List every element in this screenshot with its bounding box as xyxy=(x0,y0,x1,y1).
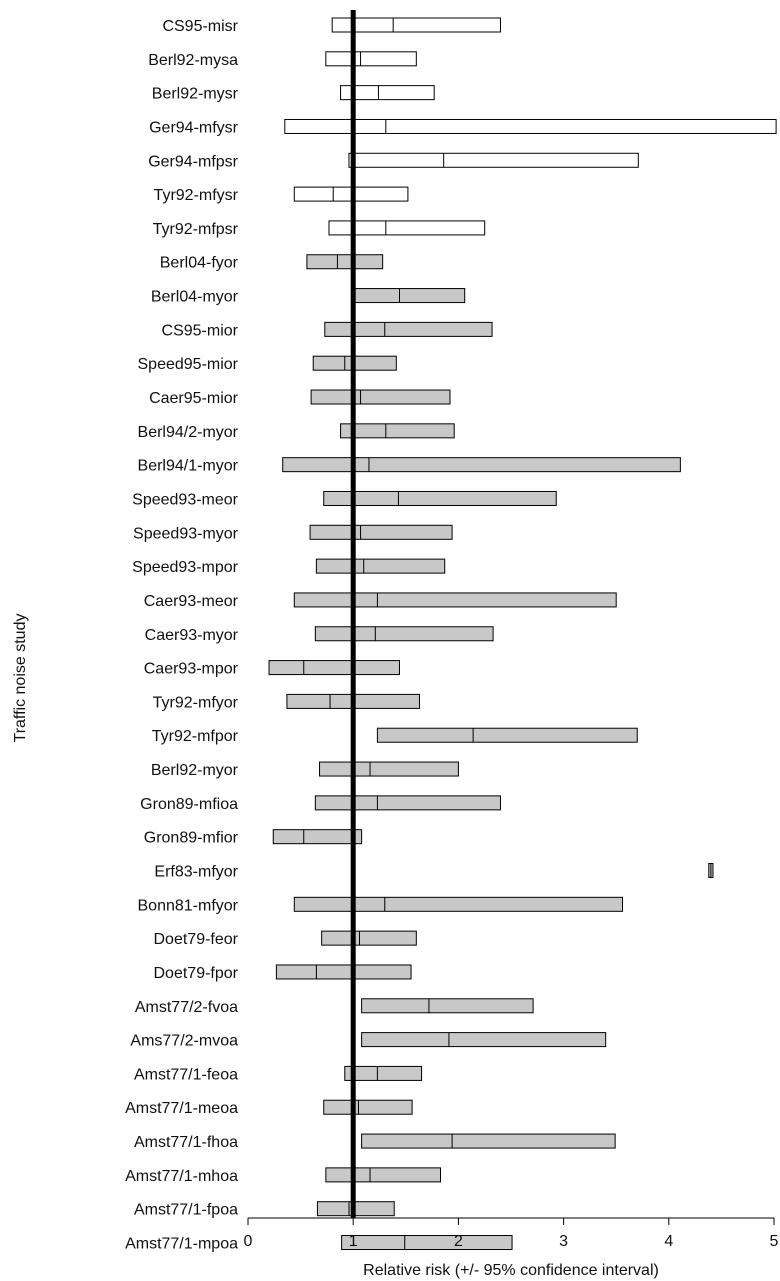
ci-bar xyxy=(321,930,417,946)
study-label: Tyr92-mfpsr xyxy=(153,221,239,238)
ci-bar xyxy=(340,423,455,439)
ci-bar xyxy=(325,51,417,67)
ci-bar xyxy=(324,321,493,337)
study-label: Amst77/1-mhoa xyxy=(125,1168,238,1185)
study-label: Berl94/1-myor xyxy=(138,458,239,475)
study-label: Berl04-myor xyxy=(151,289,239,306)
study-label: Tyr92-mfysr xyxy=(154,187,239,204)
ci-bar xyxy=(341,1235,513,1251)
ci-bar xyxy=(315,558,446,574)
ci-bar xyxy=(316,1201,395,1217)
ci-bar xyxy=(319,761,459,777)
study-label: Berl92-mysa xyxy=(148,52,238,69)
x-tick-label: 5 xyxy=(770,1233,779,1250)
study-label: Doet79-feor xyxy=(154,931,239,948)
ci-bar xyxy=(348,152,639,168)
x-tick-label: 4 xyxy=(664,1233,673,1250)
study-label: CS95-mior xyxy=(162,322,239,339)
study-label: Amst77/1-fhoa xyxy=(134,1134,238,1151)
x-tick-label: 0 xyxy=(244,1233,253,1250)
ci-bar xyxy=(325,1167,442,1183)
ci-bar xyxy=(323,1099,413,1115)
x-axis-title: Relative risk (+/- 95% confidence interv… xyxy=(363,1262,659,1279)
ci-bar xyxy=(353,288,466,304)
ci-bar xyxy=(284,118,777,134)
study-label: Ger94-mfysr xyxy=(149,119,239,136)
study-label: Speed93-myor xyxy=(133,525,239,542)
study-label: Tyr92-mfpor xyxy=(152,728,239,745)
study-label: Erf83-mfyor xyxy=(154,864,238,881)
study-label: Gron89-mfioa xyxy=(140,796,238,813)
ci-bar xyxy=(309,524,453,540)
study-label: Amst77/1-feoa xyxy=(134,1066,238,1083)
study-label: Berl04-fyor xyxy=(160,255,239,272)
ci-bar xyxy=(293,896,624,912)
ci-bar xyxy=(275,964,412,980)
study-label: Gron89-mfior xyxy=(144,830,239,847)
ci-bar xyxy=(331,17,501,33)
study-label: Tyr92-mfyor xyxy=(153,694,239,711)
study-label: Ger94-mfpsr xyxy=(148,153,238,170)
study-label: Caer95-mior xyxy=(149,390,239,407)
ci-bar xyxy=(376,727,638,743)
study-label: CS95-misr xyxy=(162,18,238,35)
ci-bar xyxy=(340,85,435,101)
confidence-interval-bars xyxy=(268,17,777,1251)
ci-bar xyxy=(310,389,451,405)
ci-bar xyxy=(306,254,384,270)
study-label: Bonn81-mfyor xyxy=(138,897,239,914)
study-label: Doet79-fpor xyxy=(154,965,239,982)
study-label: Speed95-mior xyxy=(138,356,239,373)
ci-bar xyxy=(268,660,400,676)
study-label: Ams77/2-mvoa xyxy=(130,1033,238,1050)
x-tick-label: 1 xyxy=(349,1233,358,1250)
study-label: Speed93-meor xyxy=(132,491,239,508)
ci-bar xyxy=(323,490,557,506)
ci-bar xyxy=(361,998,534,1014)
study-label: Amst77/1-mpoa xyxy=(125,1236,238,1253)
ci-bar xyxy=(344,1065,423,1081)
ci-bar xyxy=(272,829,363,845)
study-label: Berl92-mysr xyxy=(152,86,239,103)
study-label: Speed93-mpor xyxy=(132,559,239,576)
x-tick-label: 3 xyxy=(559,1233,568,1250)
ci-bar xyxy=(361,1032,607,1048)
study-label: Amst77/1-meoa xyxy=(125,1100,238,1117)
study-labels: CS95-misr Berl92-mysa Berl92-mysr Ger94-mfy… xyxy=(125,18,239,1253)
ci-bar xyxy=(314,626,494,642)
ci-bar xyxy=(328,220,486,236)
study-label: Caer93-mpor xyxy=(144,661,239,678)
y-axis-title: Traffic noise study xyxy=(12,614,29,743)
study-label: Caer93-myor xyxy=(145,627,239,644)
study-label: Caer93-meor xyxy=(144,593,239,610)
ci-bar xyxy=(293,592,617,608)
study-label: Berl94/2-myor xyxy=(138,424,239,441)
ci-bar xyxy=(314,795,501,811)
x-tick-label: 2 xyxy=(454,1233,463,1250)
ci-bar xyxy=(361,1133,616,1149)
study-label: Amst77/1-fpoa xyxy=(134,1202,238,1219)
ci-bar xyxy=(282,457,681,473)
study-label: Berl92-myor xyxy=(151,762,239,779)
study-label: Amst77/2-fvoa xyxy=(135,999,238,1016)
x-axis-ticks: 0 1 2 3 4 5 xyxy=(244,1218,779,1250)
